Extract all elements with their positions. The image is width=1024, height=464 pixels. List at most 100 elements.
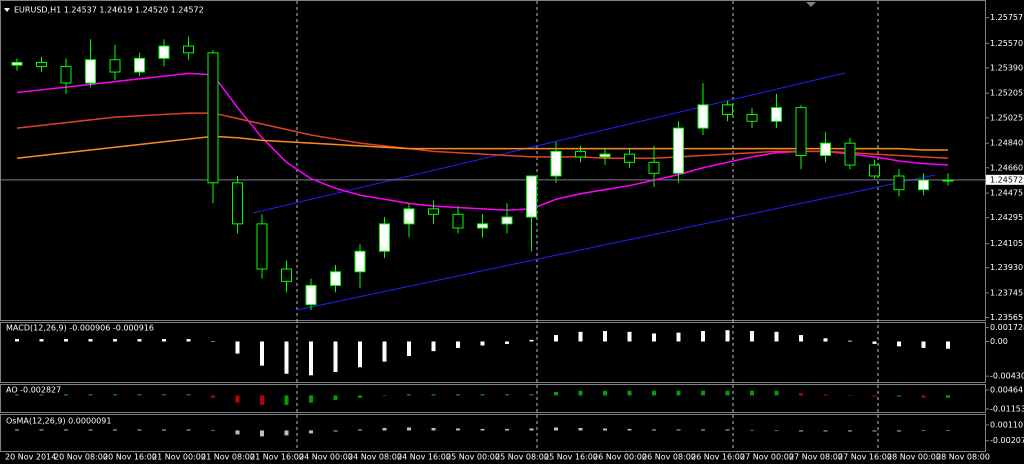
- histogram-bar: [162, 429, 166, 431]
- histogram-bar: [652, 390, 656, 396]
- histogram-bar: [554, 335, 558, 342]
- y-tick-label: 1.24295: [990, 213, 1023, 222]
- histogram-bar: [333, 341, 338, 373]
- histogram-bar: [211, 341, 215, 342]
- histogram-bar: [137, 339, 142, 342]
- histogram-bar: [480, 341, 485, 346]
- histogram-bar: [260, 395, 264, 405]
- candle-body: [330, 271, 341, 286]
- y-tick-label: 1.23930: [990, 263, 1023, 272]
- moving-average: [16, 72, 949, 211]
- histogram-bar: [701, 390, 705, 396]
- histogram-bar: [603, 390, 607, 396]
- histogram-bar: [627, 331, 632, 342]
- candle-body: [526, 175, 537, 218]
- histogram-bar: [750, 331, 754, 342]
- candle-body: [918, 179, 929, 191]
- moving-average: [16, 135, 948, 159]
- histogram-bar: [64, 429, 68, 431]
- candle-body: [428, 208, 439, 215]
- histogram-bar: [64, 394, 68, 396]
- histogram-bar: [162, 394, 166, 396]
- candle-body: [575, 150, 586, 158]
- x-tick-label: 21 Nov 08:00: [201, 453, 255, 462]
- histogram-bar: [897, 341, 901, 347]
- histogram-bar: [946, 395, 950, 398]
- histogram-bar: [627, 428, 632, 431]
- histogram-bar: [309, 341, 313, 376]
- candle-body: [403, 208, 415, 225]
- histogram-bar: [627, 390, 632, 396]
- osma-frame: [0, 414, 986, 452]
- y-tick-label: 0.00: [990, 337, 1008, 346]
- x-tick-label: 25 Nov 00:00: [446, 453, 500, 462]
- x-tick-label: 24 Nov 00:00: [299, 453, 353, 462]
- x-tick-label: 27 Nov 08:00: [789, 453, 843, 462]
- histogram-bar: [358, 429, 362, 431]
- y-tick-label: 0.001728: [990, 323, 1024, 332]
- histogram-bar: [799, 430, 803, 432]
- histogram-bar: [431, 394, 436, 396]
- menu-arrow[interactable]: [4, 8, 10, 12]
- histogram-bar: [799, 393, 803, 396]
- histogram-bar: [578, 331, 583, 342]
- histogram-bar: [113, 339, 117, 342]
- histogram-bar: [382, 427, 387, 431]
- macd-frame: [0, 322, 986, 383]
- histogram-bar: [848, 430, 852, 432]
- histogram-bar: [872, 395, 877, 397]
- ao-frame: [0, 384, 986, 413]
- histogram-bar: [946, 430, 950, 431]
- y-tick-label: -0.011532: [990, 405, 1024, 414]
- histogram-bar: [578, 427, 583, 431]
- candle-body: [624, 153, 635, 163]
- histogram-bar: [64, 339, 68, 342]
- histogram-bar: [88, 394, 93, 396]
- histogram-bar: [750, 390, 754, 396]
- macd-label: MACD(12,26,9) -0.000906 -0.000916: [6, 324, 154, 333]
- histogram-bar: [284, 341, 289, 374]
- osma-label: OsMA(12,26,9) 0.0000091: [6, 417, 111, 426]
- candle-body: [820, 142, 831, 156]
- histogram-bar: [505, 341, 509, 344]
- candle-body: [11, 61, 23, 66]
- histogram-bar: [186, 339, 191, 342]
- histogram-bar: [113, 394, 117, 396]
- x-tick-label: 27 Nov 00:00: [740, 453, 794, 462]
- y-tick-label: 1.24475: [990, 189, 1023, 198]
- y-tick-label: 1.25390: [990, 63, 1023, 72]
- candle-body: [477, 223, 488, 229]
- histogram-bar: [921, 395, 926, 398]
- histogram-bar: [505, 428, 509, 431]
- histogram-bar: [676, 390, 681, 396]
- candle-body: [305, 284, 317, 306]
- y-tick-label: 1.23745: [990, 288, 1023, 297]
- histogram-bar: [554, 427, 558, 431]
- candle-body: [109, 59, 121, 73]
- histogram-bar: [137, 429, 142, 431]
- candle-body: [844, 142, 856, 166]
- histogram-bar: [284, 395, 289, 405]
- histogram-bar: [333, 430, 338, 432]
- candle-body: [893, 175, 905, 191]
- candle-body: [795, 107, 807, 156]
- candle-body: [256, 223, 268, 270]
- histogram-bar: [603, 331, 607, 342]
- histogram-bar: [382, 395, 387, 396]
- candle-body: [550, 150, 562, 177]
- histogram-bar: [15, 394, 19, 396]
- y-tick-label: 1.25025: [990, 113, 1023, 122]
- y-tick-label: -0.004306: [990, 372, 1024, 381]
- histogram-bar: [725, 390, 730, 396]
- candle-body: [85, 59, 96, 84]
- histogram-bar: [407, 427, 411, 431]
- histogram-bar: [872, 430, 877, 432]
- histogram-bar: [186, 429, 191, 431]
- candle-body: [452, 213, 464, 229]
- histogram-bar: [480, 428, 485, 431]
- histogram-bar: [823, 430, 828, 432]
- histogram-bar: [39, 394, 44, 396]
- candle-body: [501, 216, 513, 225]
- candle-body: [869, 164, 880, 177]
- shift-marker: [806, 2, 816, 7]
